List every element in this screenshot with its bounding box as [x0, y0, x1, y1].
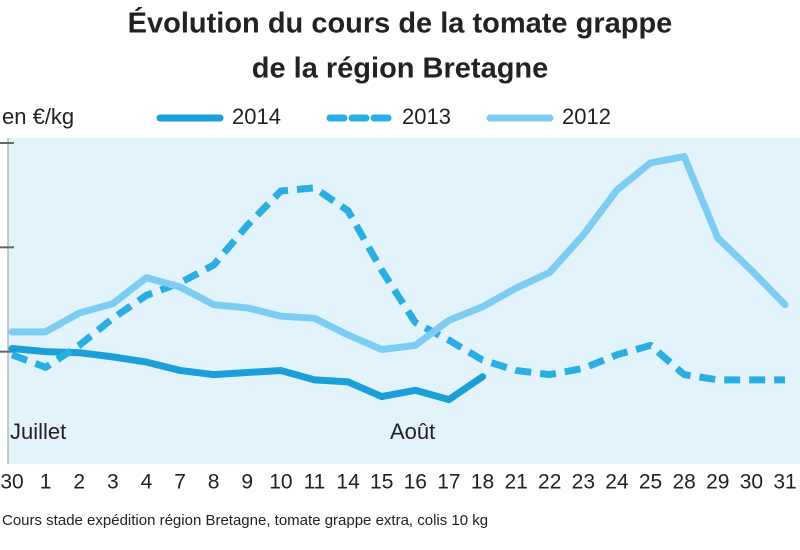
x-tick-label: 3 — [107, 471, 119, 494]
x-tick-label: 17 — [437, 471, 460, 494]
x-tick-label: 2 — [73, 471, 85, 494]
annotation: Août — [390, 419, 435, 444]
x-tick-label: 24 — [605, 471, 629, 494]
x-tick-label: 21 — [504, 471, 527, 494]
x-tick-label: 15 — [370, 471, 393, 494]
x-tick-label: 1 — [40, 471, 52, 494]
x-tick-label: 11 — [304, 471, 326, 494]
x-tick-label: 16 — [404, 471, 427, 494]
footnote: Cours stade expédition région Bretagne, … — [2, 512, 488, 529]
chart-title: Évolution du cours de la tomate grappe — [128, 6, 673, 40]
x-tick-label: 10 — [269, 471, 292, 494]
legend-label: 2013 — [402, 104, 451, 129]
x-tick-label: 14 — [336, 471, 360, 494]
chart-subtitle: de la région Bretagne — [252, 53, 549, 85]
x-tick-label: 4 — [141, 471, 153, 494]
x-tick-label: 18 — [471, 471, 494, 494]
legend-label: 2012 — [562, 104, 611, 129]
annotation: Juillet — [10, 419, 66, 444]
x-tick-label: 7 — [174, 471, 186, 494]
x-tick-label: 31 — [773, 471, 796, 494]
x-tick-label: 22 — [538, 471, 561, 494]
series-line — [8, 153, 789, 354]
series-line — [8, 345, 487, 404]
series-line — [10, 184, 785, 384]
x-tick-label: 29 — [706, 471, 729, 494]
x-tick-label: 25 — [639, 471, 662, 494]
x-tick-label: 9 — [241, 471, 253, 494]
y-axis-label: en €/kg — [2, 104, 74, 129]
x-tick-label: 30 — [0, 471, 23, 494]
x-tick-label: 28 — [672, 471, 695, 494]
legend-label: 2014 — [232, 104, 281, 129]
x-tick-label: 8 — [208, 471, 220, 494]
x-tick-label: 23 — [572, 471, 595, 494]
x-tick-label: 30 — [740, 471, 763, 494]
